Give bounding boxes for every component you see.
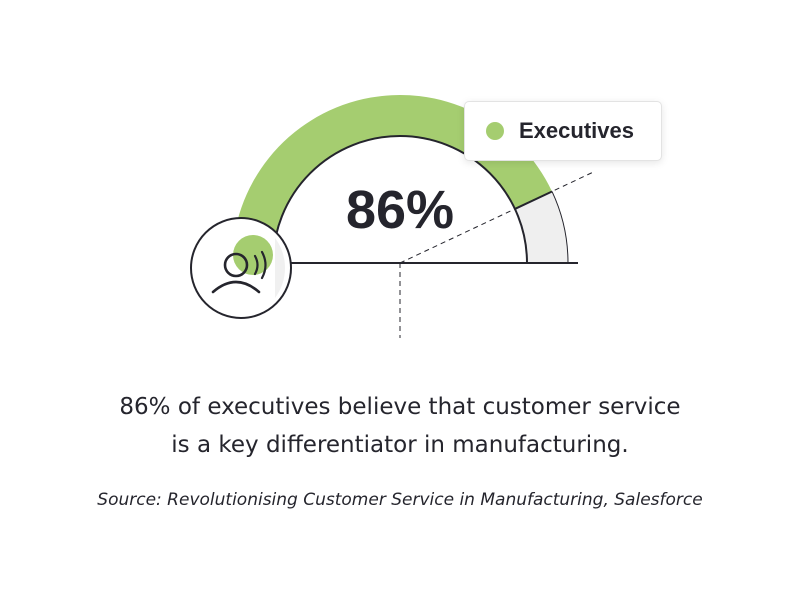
source-citation: Source: Revolutionising Customer Service… [97, 490, 703, 510]
person-speaking-icon [190, 217, 292, 319]
gauge-track [514, 191, 568, 263]
caption-line-2: is a key differentiator in manufacturing… [171, 432, 629, 458]
caption-line-1: 86% of executives believe that customer … [119, 394, 681, 420]
legend-label-executives: Executives [519, 118, 634, 143]
legend-card: Executives [464, 101, 662, 161]
caption: 86% of executives believe that customer … [40, 388, 760, 464]
gauge-inner-outline [272, 135, 528, 264]
legend-swatch [486, 122, 504, 140]
gauge-chart: 86% [190, 95, 593, 338]
gauge-value-label: 86% [346, 180, 454, 240]
gauge-track-outline [551, 191, 569, 264]
